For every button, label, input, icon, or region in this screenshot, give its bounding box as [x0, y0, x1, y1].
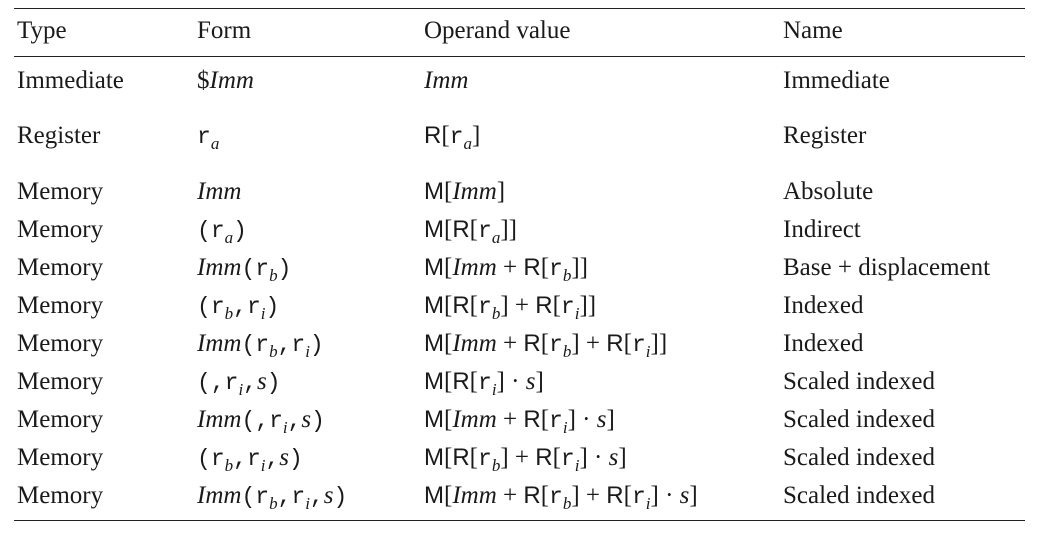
row-operand-value: M[R[rb] + R[ri]]: [424, 292, 597, 323]
row-name: Scaled indexed: [783, 482, 936, 509]
header-form: Form: [197, 17, 252, 44]
row-operand-value: M[R[ra]]: [424, 216, 517, 247]
row-form: ra: [197, 124, 220, 153]
row-type: Memory: [17, 368, 104, 395]
row-type: Memory: [17, 292, 104, 319]
row-operand-value: M[Imm + R[rb] + R[ri] · s]: [424, 482, 698, 513]
row-operand-value: Imm: [424, 67, 469, 94]
row-name: Register: [783, 122, 867, 149]
row-form: Imm(rb,ri,s): [197, 482, 348, 513]
row-name: Scaled indexed: [783, 444, 936, 471]
row-form: Imm(rb): [197, 254, 292, 285]
row-operand-value: M[R[rb] + R[ri] · s]: [424, 444, 627, 475]
row-type: Memory: [17, 330, 104, 357]
row-type: Memory: [17, 482, 104, 509]
row-operand-value: M[Imm + R[rb] + R[ri]]: [424, 330, 668, 361]
row-operand-value: M[Imm]: [424, 178, 506, 205]
header-rule: [14, 56, 1025, 57]
row-form: Imm(rb,ri): [197, 330, 324, 361]
row-name: Absolute: [783, 178, 874, 205]
row-form: (rb,ri,s): [197, 444, 303, 475]
header-operand-value: Operand value: [424, 17, 571, 44]
row-form: Imm(,ri,s): [197, 406, 325, 437]
top-rule: [14, 8, 1025, 9]
row-type: Memory: [17, 406, 104, 433]
row-type: Memory: [17, 254, 104, 281]
row-name: Indexed: [783, 330, 864, 357]
row-name: Immediate: [783, 67, 890, 94]
header-type: Type: [17, 17, 67, 44]
row-form: (,ri,s): [197, 368, 281, 399]
row-form: Imm: [197, 178, 242, 205]
row-name: Scaled indexed: [783, 368, 936, 395]
row-form: (rb,ri): [197, 294, 280, 323]
row-operand-value: M[R[ri] · s]: [424, 368, 544, 399]
row-operand-value: M[Imm + R[rb]]: [424, 254, 589, 285]
bottom-rule: [14, 520, 1025, 521]
row-operand-value: R[ra]: [424, 122, 481, 153]
row-form: $Imm: [197, 67, 254, 94]
row-type: Register: [17, 122, 101, 149]
row-name: Indirect: [783, 216, 861, 243]
row-operand-value: M[Imm + R[ri] · s]: [424, 406, 615, 437]
row-type: Memory: [17, 178, 104, 205]
row-name: Base + displacement: [783, 254, 991, 281]
row-form: (ra): [197, 218, 247, 247]
row-type: Immediate: [17, 67, 124, 94]
row-type: Memory: [17, 216, 104, 243]
row-name: Scaled indexed: [783, 406, 936, 433]
header-name: Name: [783, 17, 843, 44]
row-name: Indexed: [783, 292, 864, 319]
row-type: Memory: [17, 444, 104, 471]
